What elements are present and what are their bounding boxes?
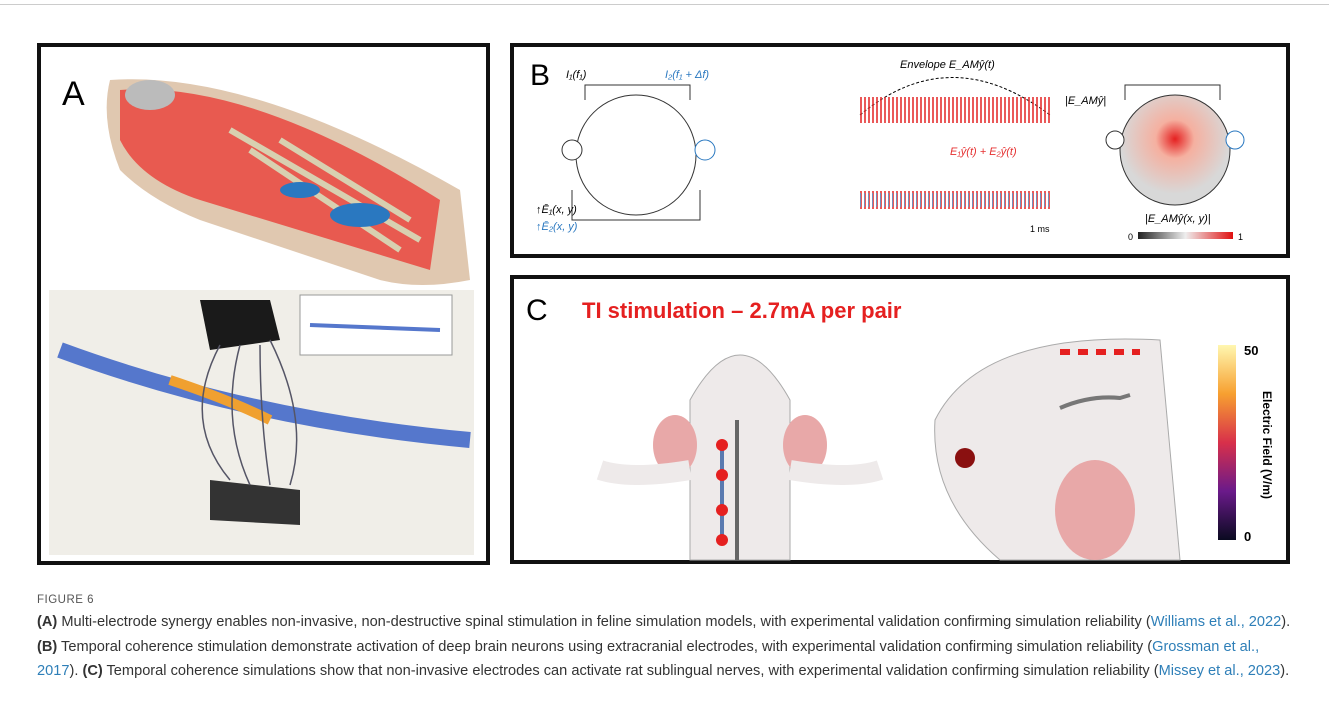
label: I₂(f₁ + Δf) bbox=[665, 69, 709, 81]
caption-text: Temporal coherence simulations show that… bbox=[103, 663, 1159, 679]
figure-label: FIGURE 6 bbox=[37, 590, 1302, 610]
caption-text: ). bbox=[1280, 663, 1289, 679]
caption-text: ). bbox=[69, 663, 82, 679]
caption: FIGURE 6 (A) Multi-electrode synergy ena… bbox=[37, 590, 1302, 684]
panel-c: C TI stimulation – 2.7mA per pair 50 0 E… bbox=[512, 277, 1288, 562]
caption-label: (C) bbox=[82, 663, 102, 679]
panel-b: B I₁(f₁) I₂(f₁ + Δf) ↑Ē₁(x, y) ↑Ē₂(x, y)… bbox=[512, 45, 1288, 256]
colorbar-label: 0 bbox=[1244, 529, 1251, 544]
label: I₁(f₁) bbox=[566, 69, 587, 81]
figure: A B I₁(f₁) I₂(f₁ + Δf) ↑Ē₁(x, y) ↑Ē₂(x, … bbox=[0, 0, 1329, 580]
panel-label: A bbox=[62, 75, 85, 113]
label: Envelope E_AMŷ(t) bbox=[900, 59, 995, 71]
panel-a: A bbox=[39, 45, 488, 563]
colorbar-title: Electric Field (V/m) bbox=[1260, 391, 1274, 499]
label: 0 bbox=[1128, 232, 1133, 242]
citation-link[interactable]: Missey et al., 2023 bbox=[1159, 663, 1281, 679]
caption-text: ). bbox=[1281, 614, 1290, 630]
label: ↑Ē₁(x, y) bbox=[536, 204, 577, 216]
citation-link[interactable]: Williams et al., 2022 bbox=[1151, 614, 1282, 630]
page: A B I₁(f₁) I₂(f₁ + Δf) ↑Ē₁(x, y) ↑Ē₂(x, … bbox=[0, 0, 1329, 720]
caption-label: (A) bbox=[37, 614, 57, 630]
panel-label: C bbox=[526, 294, 548, 327]
panel-label: B bbox=[530, 59, 550, 92]
panel-title: TI stimulation – 2.7mA per pair bbox=[582, 298, 902, 323]
label: |E_AMŷ(x, y)| bbox=[1145, 213, 1211, 225]
label: 1 ms bbox=[1030, 224, 1050, 234]
caption-label: (B) bbox=[37, 639, 57, 655]
caption-text: Multi-electrode synergy enables non-inva… bbox=[57, 614, 1150, 630]
caption-text: Temporal coherence stimulation demonstra… bbox=[57, 639, 1152, 655]
label: ↑Ē₂(x, y) bbox=[536, 221, 578, 233]
label: 1 bbox=[1238, 232, 1243, 242]
label: |E_AMŷ| bbox=[1065, 95, 1106, 107]
caption-text: (A) Multi-electrode synergy enables non-… bbox=[37, 610, 1302, 684]
label: E₁ŷ(t) + E₂ŷ(t) bbox=[950, 146, 1017, 158]
colorbar-label: 50 bbox=[1244, 343, 1258, 358]
